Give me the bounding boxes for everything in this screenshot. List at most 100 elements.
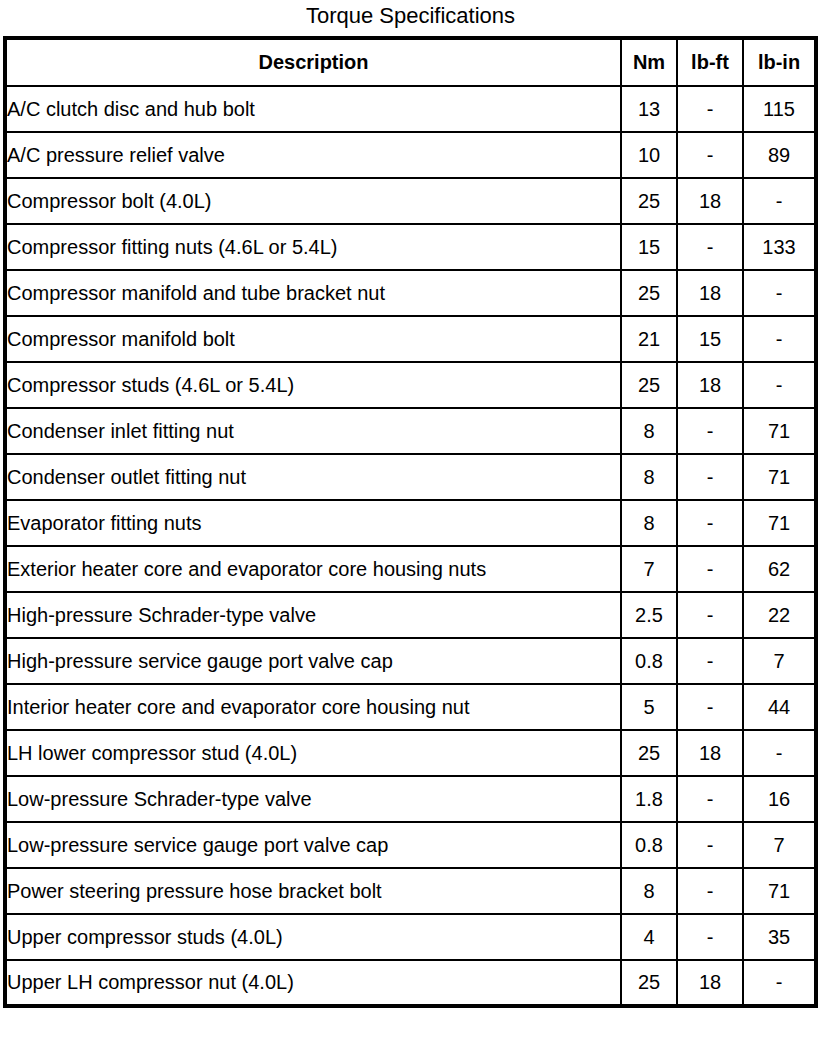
cell-description: Compressor fitting nuts (4.6L or 5.4L) [5, 224, 621, 270]
cell-nm: 8 [621, 868, 677, 914]
cell-lb-ft: 15 [677, 316, 743, 362]
cell-lb-in: 35 [743, 914, 816, 960]
cell-lb-in: - [743, 270, 816, 316]
cell-lb-ft: - [677, 86, 743, 132]
table-row: Condenser inlet fitting nut 8 - 71 [5, 408, 816, 454]
cell-lb-ft: - [677, 132, 743, 178]
cell-description: Condenser inlet fitting nut [5, 408, 621, 454]
cell-description: LH lower compressor stud (4.0L) [5, 730, 621, 776]
table-row: High-pressure Schrader-type valve 2.5 - … [5, 592, 816, 638]
cell-description: High-pressure service gauge port valve c… [5, 638, 621, 684]
cell-lb-ft: - [677, 224, 743, 270]
cell-lb-in: 89 [743, 132, 816, 178]
cell-lb-in: - [743, 362, 816, 408]
table-row: Compressor studs (4.6L or 5.4L) 25 18 - [5, 362, 816, 408]
cell-nm: 2.5 [621, 592, 677, 638]
cell-description: Interior heater core and evaporator core… [5, 684, 621, 730]
cell-lb-ft: 18 [677, 178, 743, 224]
cell-lb-in: 7 [743, 822, 816, 868]
cell-lb-ft: - [677, 500, 743, 546]
cell-description: Upper LH compressor nut (4.0L) [5, 960, 621, 1006]
cell-nm: 25 [621, 730, 677, 776]
cell-lb-in: 16 [743, 776, 816, 822]
cell-lb-in: 71 [743, 500, 816, 546]
cell-nm: 13 [621, 86, 677, 132]
table-row: Evaporator fitting nuts 8 - 71 [5, 500, 816, 546]
cell-lb-in: 7 [743, 638, 816, 684]
cell-nm: 21 [621, 316, 677, 362]
cell-lb-ft: - [677, 546, 743, 592]
cell-description: A/C clutch disc and hub bolt [5, 86, 621, 132]
cell-lb-in: - [743, 178, 816, 224]
page-title: Torque Specifications [3, 0, 818, 36]
table-row: High-pressure service gauge port valve c… [5, 638, 816, 684]
table-row: Interior heater core and evaporator core… [5, 684, 816, 730]
table-row: Upper compressor studs (4.0L) 4 - 35 [5, 914, 816, 960]
cell-nm: 8 [621, 454, 677, 500]
table-row: Compressor fitting nuts (4.6L or 5.4L) 1… [5, 224, 816, 270]
cell-nm: 8 [621, 500, 677, 546]
table-row: Upper LH compressor nut (4.0L) 25 18 - [5, 960, 816, 1006]
cell-lb-ft: - [677, 914, 743, 960]
table-row: Exterior heater core and evaporator core… [5, 546, 816, 592]
cell-description: Low-pressure service gauge port valve ca… [5, 822, 621, 868]
table-body: A/C clutch disc and hub bolt 13 - 115 A/… [5, 86, 816, 1006]
cell-description: Condenser outlet fitting nut [5, 454, 621, 500]
cell-nm: 25 [621, 178, 677, 224]
cell-nm: 5 [621, 684, 677, 730]
cell-lb-ft: - [677, 868, 743, 914]
cell-lb-in: 22 [743, 592, 816, 638]
cell-nm: 8 [621, 408, 677, 454]
column-header-lb-ft: lb-ft [677, 38, 743, 86]
cell-lb-in: 71 [743, 868, 816, 914]
cell-lb-ft: - [677, 684, 743, 730]
table-row: Low-pressure service gauge port valve ca… [5, 822, 816, 868]
table-row: Low-pressure Schrader-type valve 1.8 - 1… [5, 776, 816, 822]
cell-lb-ft: 18 [677, 362, 743, 408]
cell-nm: 15 [621, 224, 677, 270]
cell-description: Power steering pressure hose bracket bol… [5, 868, 621, 914]
cell-lb-in: - [743, 960, 816, 1006]
cell-nm: 0.8 [621, 638, 677, 684]
cell-lb-in: 133 [743, 224, 816, 270]
cell-lb-in: 71 [743, 454, 816, 500]
cell-lb-in: 44 [743, 684, 816, 730]
cell-lb-ft: - [677, 592, 743, 638]
cell-nm: 7 [621, 546, 677, 592]
cell-nm: 0.8 [621, 822, 677, 868]
cell-lb-ft: - [677, 776, 743, 822]
cell-description: Upper compressor studs (4.0L) [5, 914, 621, 960]
column-header-lb-in: lb-in [743, 38, 816, 86]
cell-description: A/C pressure relief valve [5, 132, 621, 178]
cell-lb-in: 71 [743, 408, 816, 454]
cell-lb-in: 62 [743, 546, 816, 592]
cell-lb-ft: 18 [677, 730, 743, 776]
column-header-nm: Nm [621, 38, 677, 86]
cell-nm: 1.8 [621, 776, 677, 822]
table-row: Condenser outlet fitting nut 8 - 71 [5, 454, 816, 500]
cell-description: Compressor manifold and tube bracket nut [5, 270, 621, 316]
table-row: Compressor bolt (4.0L) 25 18 - [5, 178, 816, 224]
cell-description: Compressor bolt (4.0L) [5, 178, 621, 224]
table-row: A/C clutch disc and hub bolt 13 - 115 [5, 86, 816, 132]
cell-description: High-pressure Schrader-type valve [5, 592, 621, 638]
cell-description: Low-pressure Schrader-type valve [5, 776, 621, 822]
table-row: A/C pressure relief valve 10 - 89 [5, 132, 816, 178]
cell-description: Evaporator fitting nuts [5, 500, 621, 546]
cell-lb-in: 115 [743, 86, 816, 132]
header-row: Description Nm lb-ft lb-in [5, 38, 816, 86]
cell-description: Compressor manifold bolt [5, 316, 621, 362]
cell-lb-ft: - [677, 638, 743, 684]
cell-nm: 25 [621, 362, 677, 408]
table-row: Compressor manifold bolt 21 15 - [5, 316, 816, 362]
cell-lb-in: - [743, 730, 816, 776]
table-header: Description Nm lb-ft lb-in [5, 38, 816, 86]
cell-lb-ft: - [677, 822, 743, 868]
cell-lb-ft: - [677, 454, 743, 500]
column-header-description: Description [5, 38, 621, 86]
cell-nm: 4 [621, 914, 677, 960]
table-row: Power steering pressure hose bracket bol… [5, 868, 816, 914]
table-row: Compressor manifold and tube bracket nut… [5, 270, 816, 316]
cell-description: Compressor studs (4.6L or 5.4L) [5, 362, 621, 408]
cell-description: Exterior heater core and evaporator core… [5, 546, 621, 592]
